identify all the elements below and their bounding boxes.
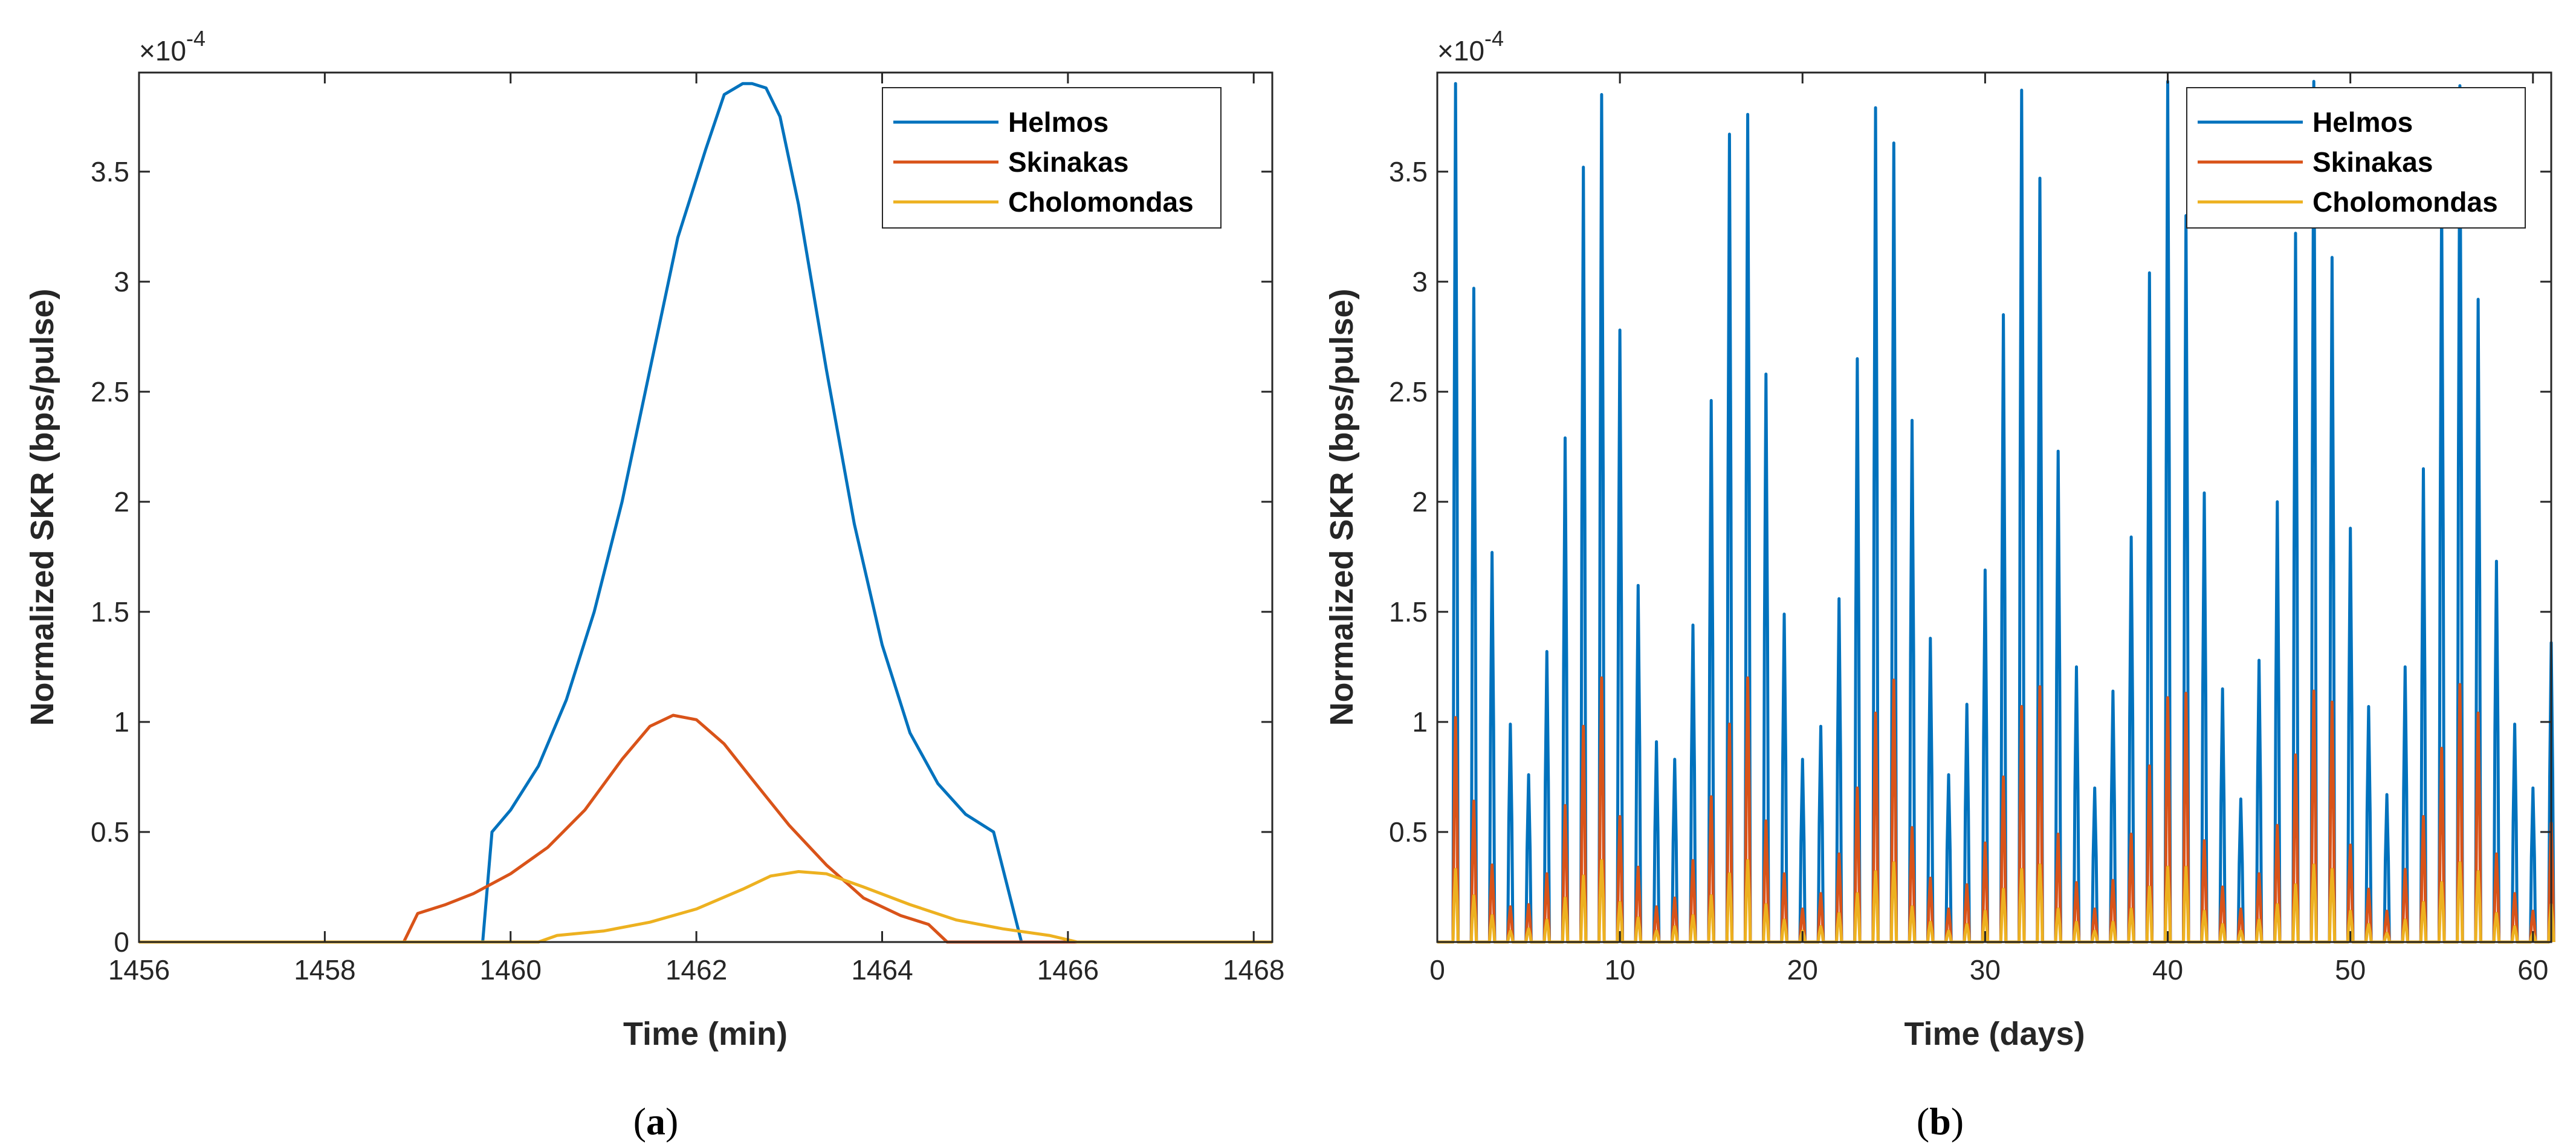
y-exponent-a: ×10-4 <box>139 26 205 67</box>
x-tick-label: 20 <box>1787 954 1818 986</box>
x-tick-label: 1460 <box>480 954 542 986</box>
x-tick-label: 0 <box>1429 954 1445 986</box>
y-tick-label: 1 <box>1412 706 1428 738</box>
y-tick-label: 2.5 <box>91 376 129 408</box>
y-exponent-b: ×10-4 <box>1437 26 1504 67</box>
y-tick-label: 3 <box>1412 266 1428 297</box>
series-line-cholomondas <box>139 870 1272 944</box>
legend-label-skinakas-b: Skinakas <box>2312 146 2433 178</box>
y-tick-label: 0.5 <box>91 816 129 848</box>
x-tick-label: 40 <box>2152 954 2183 986</box>
x-axis-label-a: Time (min) <box>623 1016 788 1052</box>
y-axis-b: 0.5 1 1.5 2 2.5 3 3.5 <box>1389 156 2551 848</box>
y-axis-label-a: Normalized SKR (bps/pulse) <box>24 288 60 726</box>
series-line-helmos <box>139 82 1272 944</box>
legend-box-a <box>882 87 1222 229</box>
y-tick-label: 3 <box>114 266 129 297</box>
y-tick-label: 1.5 <box>1389 596 1428 628</box>
x-tick-label: 60 <box>2517 954 2548 986</box>
series-layer-a <box>139 82 1272 944</box>
legend-label-skinakas-a: Skinakas <box>1008 146 1128 178</box>
y-exponent-power-b: -4 <box>1484 26 1504 51</box>
legend-label-helmos-b: Helmos <box>2312 106 2413 138</box>
x-tick-label: 50 <box>2335 954 2366 986</box>
y-exponent-base-a: ×10 <box>139 35 186 67</box>
y-tick-label: 3.5 <box>1389 156 1428 187</box>
panel-b-chart: 0.5 1 1.5 2 2.5 3 3.5 0 10 20 30 40 50 60 ×10-4 Time… <box>1324 26 2555 1143</box>
panel-a-chart: 0 0.5 1 1.5 2 2.5 3 3.5 1456 1458 1460 1462 1464 146… <box>24 26 1284 1143</box>
y-tick-label: 1.5 <box>91 596 129 628</box>
panel-caption-letter-b: b <box>1929 1100 1951 1143</box>
y-axis-a: 0 0.5 1 1.5 2 2.5 3 3.5 <box>91 156 1272 958</box>
x-tick-label: 1456 <box>108 954 170 986</box>
panel-caption-letter-a: a <box>646 1100 665 1143</box>
series-line-skinakas <box>139 713 1272 944</box>
y-tick-label: 0 <box>114 926 129 958</box>
x-axis-label-b: Time (days) <box>1904 1016 2085 1052</box>
x-tick-label: 30 <box>1970 954 2001 986</box>
y-tick-label: 2 <box>1412 486 1428 518</box>
y-exponent-base-b: ×10 <box>1437 35 1484 67</box>
y-axis-label-b: Normalized SKR (bps/pulse) <box>1324 288 1360 726</box>
x-axis-b: 0 10 20 30 40 50 60 <box>1429 73 2548 986</box>
y-tick-label: 0.5 <box>1389 816 1428 848</box>
y-exponent-power-a: -4 <box>186 26 205 51</box>
x-tick-label: 1462 <box>665 954 727 986</box>
x-tick-label: 1458 <box>294 954 355 986</box>
panel-caption-a: (a) <box>633 1100 679 1143</box>
axes-box-b <box>1436 71 2552 943</box>
y-tick-label: 1 <box>114 706 129 738</box>
legend-a: Helmos Skinakas Cholomondas <box>882 87 1222 229</box>
y-tick-label: 3.5 <box>91 156 129 187</box>
legend-b: Helmos Skinakas Cholomondas <box>2186 87 2526 229</box>
x-axis-a: 1456 1458 1460 1462 1464 1466 1468 <box>108 73 1284 986</box>
x-tick-label: 10 <box>1605 954 1636 986</box>
x-tick-label: 1466 <box>1037 954 1099 986</box>
x-tick-label: 1468 <box>1223 954 1284 986</box>
panel-caption-b: (b) <box>1917 1100 1964 1143</box>
legend-label-cholomondas-b: Cholomondas <box>2312 186 2498 218</box>
x-tick-label: 1464 <box>851 954 913 986</box>
axes-box-a <box>138 71 1273 943</box>
y-tick-label: 2 <box>114 486 129 518</box>
legend-label-cholomondas-a: Cholomondas <box>1008 186 1194 218</box>
legend-label-helmos-a: Helmos <box>1008 106 1108 138</box>
legend-box-b <box>2186 87 2526 229</box>
y-tick-label: 2.5 <box>1389 376 1428 408</box>
